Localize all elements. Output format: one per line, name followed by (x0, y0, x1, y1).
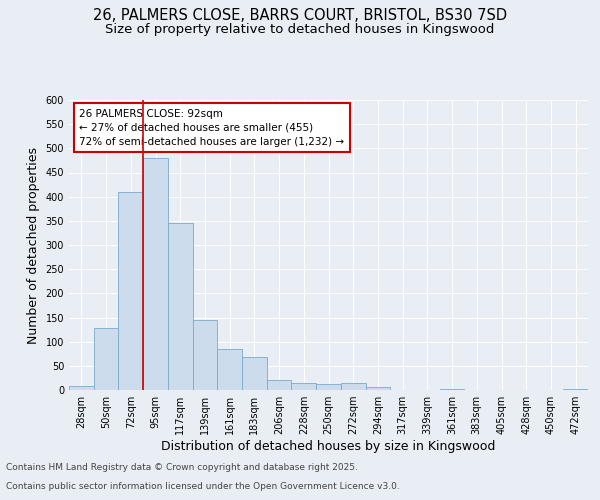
Bar (118, 192, 143, 390)
Bar (563, 389, 588, 390)
Bar (440, 388, 464, 390)
Bar (168, 223, 193, 390)
Bar (143, 158, 168, 390)
Bar (193, 320, 217, 390)
Bar (341, 383, 365, 390)
Bar (242, 357, 267, 390)
Text: 26, PALMERS CLOSE, BARRS COURT, BRISTOL, BS30 7SD: 26, PALMERS CLOSE, BARRS COURT, BRISTOL,… (93, 8, 507, 22)
Bar (267, 380, 292, 390)
Text: 26 PALMERS CLOSE: 92sqm
← 27% of detached houses are smaller (455)
72% of semi-d: 26 PALMERS CLOSE: 92sqm ← 27% of detache… (79, 108, 344, 146)
Bar (69, 386, 94, 390)
Text: Contains HM Land Registry data © Crown copyright and database right 2025.: Contains HM Land Registry data © Crown c… (6, 464, 358, 472)
Y-axis label: Number of detached properties: Number of detached properties (27, 146, 40, 344)
Text: Contains public sector information licensed under the Open Government Licence v3: Contains public sector information licen… (6, 482, 400, 491)
Bar (217, 349, 242, 390)
Bar (94, 328, 118, 390)
X-axis label: Distribution of detached houses by size in Kingswood: Distribution of detached houses by size … (161, 440, 496, 453)
Text: Size of property relative to detached houses in Kingswood: Size of property relative to detached ho… (106, 22, 494, 36)
Bar (292, 383, 316, 390)
Bar (365, 387, 390, 390)
Bar (316, 384, 341, 390)
